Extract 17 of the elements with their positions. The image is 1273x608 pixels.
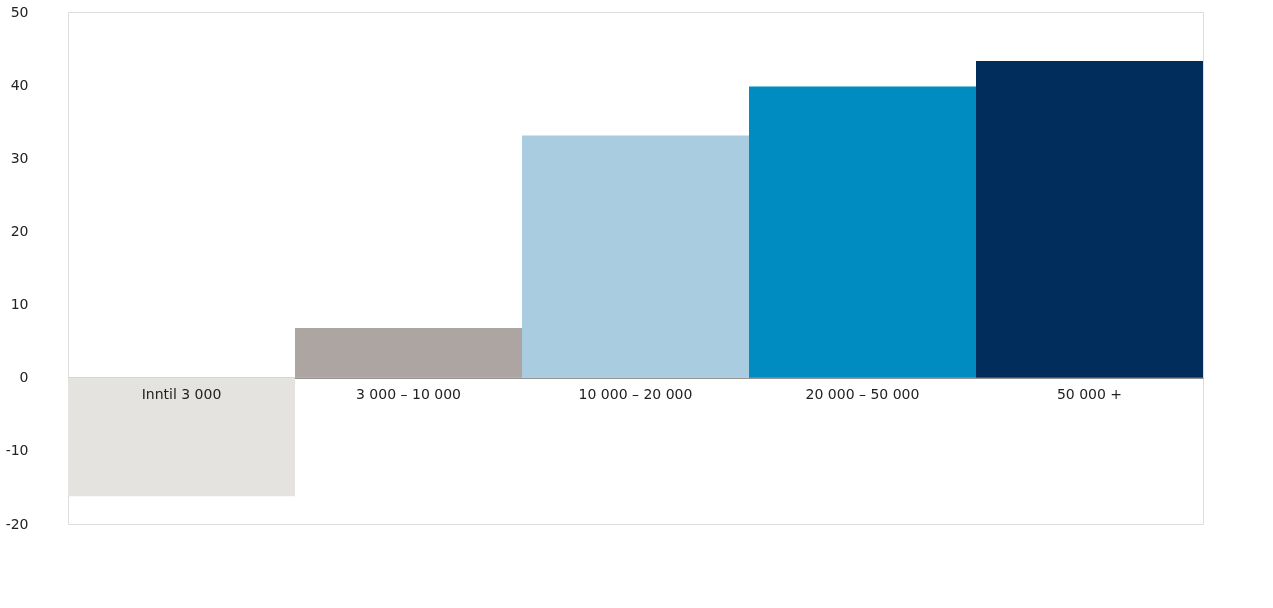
- y-tick-label: 20: [10, 222, 29, 239]
- y-tick-label: -10: [5, 442, 29, 459]
- y-tick-label: 30: [10, 149, 29, 166]
- x-tick-label: 3 000 – 10 000: [356, 385, 461, 402]
- y-tick-label: 10: [10, 296, 29, 313]
- y-tick-label: 50: [10, 3, 29, 20]
- x-tick-label: 50 000 +: [1056, 385, 1123, 402]
- x-tick-label: 20 000 – 50 000: [805, 385, 920, 402]
- bar: [295, 327, 522, 378]
- y-tick-label: 40: [10, 76, 29, 93]
- x-tick-label: Inntil 3 000: [141, 385, 222, 402]
- bar: [522, 135, 749, 378]
- bar: [976, 61, 1203, 378]
- bar: [749, 86, 976, 378]
- y-tick-label: 0: [19, 369, 29, 386]
- y-tick-label: -20: [5, 515, 29, 532]
- x-tick-label: 10 000 – 20 000: [578, 385, 693, 402]
